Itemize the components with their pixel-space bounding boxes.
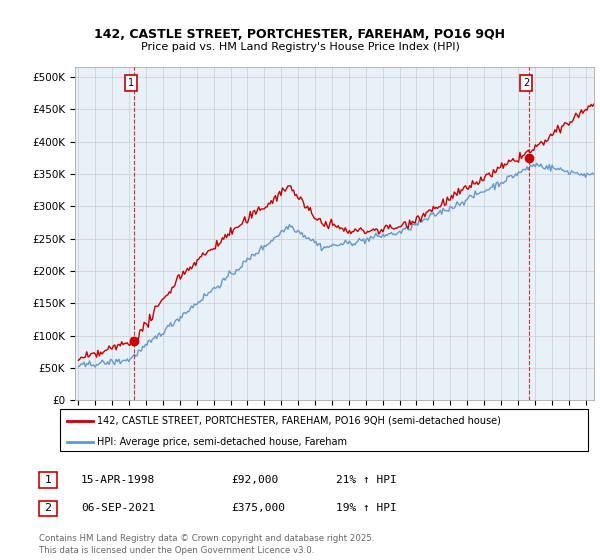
Text: £92,000: £92,000 (231, 475, 278, 485)
Text: 19% ↑ HPI: 19% ↑ HPI (336, 503, 397, 514)
Text: 1: 1 (44, 475, 52, 485)
Text: 21% ↑ HPI: 21% ↑ HPI (336, 475, 397, 485)
Text: 06-SEP-2021: 06-SEP-2021 (81, 503, 155, 514)
Text: £375,000: £375,000 (231, 503, 285, 514)
Text: Contains HM Land Registry data © Crown copyright and database right 2025.
This d: Contains HM Land Registry data © Crown c… (39, 534, 374, 555)
Text: 2: 2 (44, 503, 52, 514)
Text: 142, CASTLE STREET, PORTCHESTER, FAREHAM, PO16 9QH: 142, CASTLE STREET, PORTCHESTER, FAREHAM… (95, 28, 505, 41)
Text: 1: 1 (128, 78, 134, 88)
Text: 2: 2 (523, 78, 530, 88)
Text: 142, CASTLE STREET, PORTCHESTER, FAREHAM, PO16 9QH (semi-detached house): 142, CASTLE STREET, PORTCHESTER, FAREHAM… (97, 416, 501, 426)
Text: HPI: Average price, semi-detached house, Fareham: HPI: Average price, semi-detached house,… (97, 437, 347, 446)
Text: Price paid vs. HM Land Registry's House Price Index (HPI): Price paid vs. HM Land Registry's House … (140, 42, 460, 52)
Text: 15-APR-1998: 15-APR-1998 (81, 475, 155, 485)
